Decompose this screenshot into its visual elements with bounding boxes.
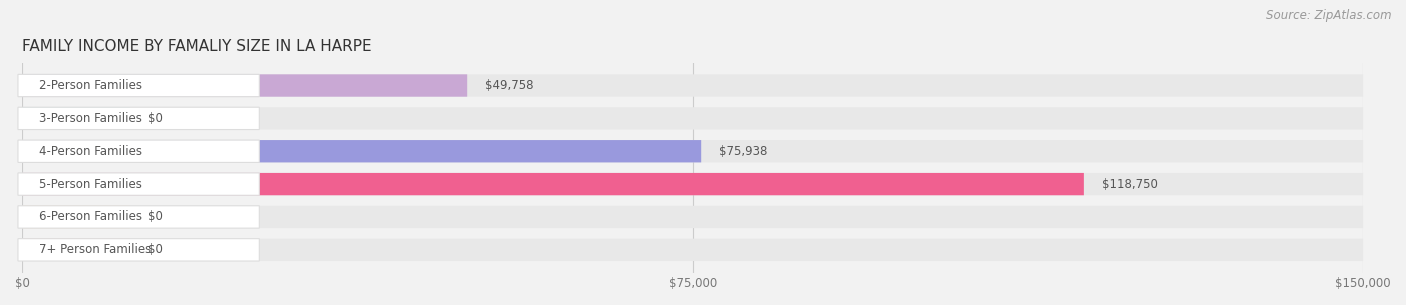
Text: $0: $0 <box>148 243 163 256</box>
Text: Source: ZipAtlas.com: Source: ZipAtlas.com <box>1267 9 1392 22</box>
Text: 5-Person Families: 5-Person Families <box>38 178 142 191</box>
FancyBboxPatch shape <box>22 239 1364 261</box>
Text: 3-Person Families: 3-Person Families <box>38 112 142 125</box>
FancyBboxPatch shape <box>22 74 467 97</box>
FancyBboxPatch shape <box>22 206 129 228</box>
FancyBboxPatch shape <box>22 173 1084 195</box>
Text: 7+ Person Families: 7+ Person Families <box>38 243 150 256</box>
FancyBboxPatch shape <box>22 173 1364 195</box>
FancyBboxPatch shape <box>18 140 259 163</box>
FancyBboxPatch shape <box>18 173 259 195</box>
FancyBboxPatch shape <box>18 239 259 261</box>
FancyBboxPatch shape <box>22 107 1364 130</box>
Text: FAMILY INCOME BY FAMALIY SIZE IN LA HARPE: FAMILY INCOME BY FAMALIY SIZE IN LA HARP… <box>22 39 373 54</box>
FancyBboxPatch shape <box>18 206 259 228</box>
Text: $118,750: $118,750 <box>1102 178 1157 191</box>
FancyBboxPatch shape <box>22 239 129 261</box>
FancyBboxPatch shape <box>22 206 1364 228</box>
Text: $75,938: $75,938 <box>718 145 768 158</box>
FancyBboxPatch shape <box>22 107 129 130</box>
FancyBboxPatch shape <box>22 140 1364 163</box>
Text: $49,758: $49,758 <box>485 79 533 92</box>
FancyBboxPatch shape <box>22 74 1364 97</box>
FancyBboxPatch shape <box>22 140 702 163</box>
Text: $0: $0 <box>148 210 163 224</box>
FancyBboxPatch shape <box>18 74 259 97</box>
Text: 6-Person Families: 6-Person Families <box>38 210 142 224</box>
Text: 2-Person Families: 2-Person Families <box>38 79 142 92</box>
Text: 4-Person Families: 4-Person Families <box>38 145 142 158</box>
FancyBboxPatch shape <box>18 107 259 130</box>
Text: $0: $0 <box>148 112 163 125</box>
